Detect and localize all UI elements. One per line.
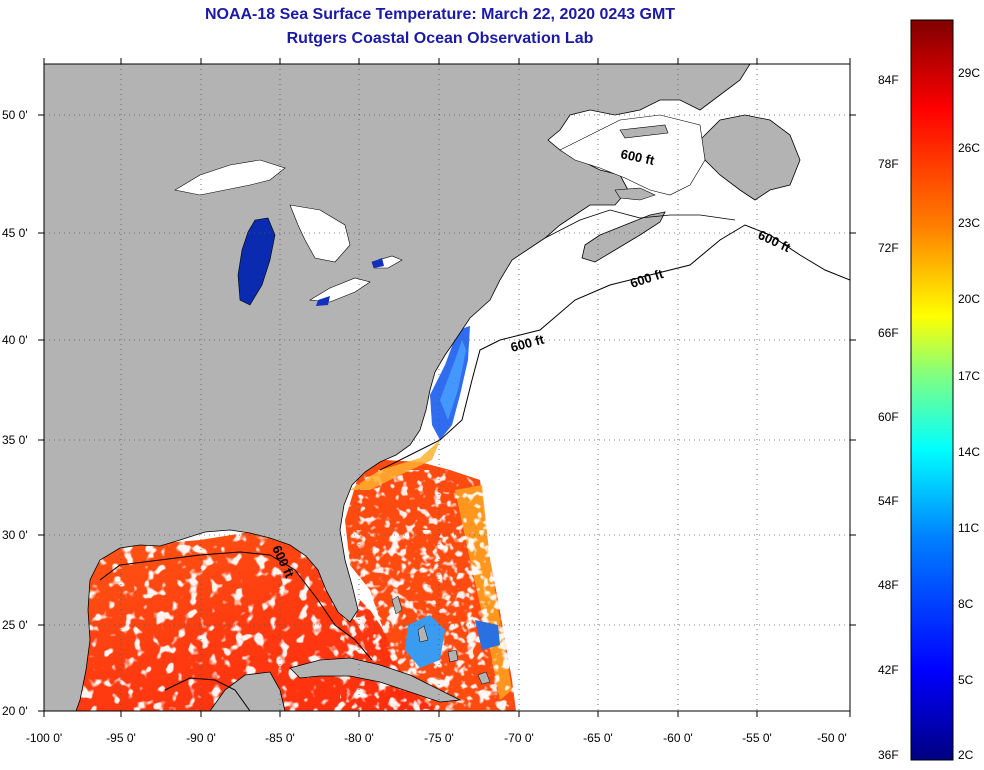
contour-label-gulf-of-st-lawrence: 600 ft: [619, 146, 656, 168]
colorbar-label-c: 17C: [958, 369, 981, 383]
lon-label: -95 0': [106, 731, 136, 745]
colorbar-label-c: 5C: [958, 673, 974, 687]
land-pei: [614, 187, 656, 201]
lon-label: -90 0': [186, 731, 216, 745]
colorbar-label-c: 26C: [958, 141, 981, 155]
lat-label: 50 0': [2, 108, 28, 122]
map-frame: [43, 63, 851, 712]
lon-label: -65 0': [583, 731, 613, 745]
lon-label: -100 0': [25, 731, 63, 745]
map-subtitle: Rutgers Coastal Ocean Observation Lab: [286, 30, 594, 47]
land-cuba: [289, 657, 462, 703]
colorbar-label-c: 8C: [958, 597, 974, 611]
land-yucatan: [209, 671, 286, 711]
colorbar-label-f: 48F: [878, 578, 899, 592]
colorbar-label-c: 20C: [958, 292, 981, 306]
colorbar-label-f: 54F: [878, 494, 899, 508]
axis-ticks: [38, 58, 856, 717]
colorbar-label-f: 42F: [878, 663, 899, 677]
land-nova-scotia: [581, 211, 666, 263]
colorbar-label-c: 2C: [958, 748, 974, 762]
lon-label: -80 0': [344, 731, 374, 745]
lon-label: -75 0': [424, 731, 454, 745]
colorbar-label-f: 78F: [878, 157, 899, 171]
depth-contour-gulf: [99, 551, 373, 711]
land-north-america: [44, 64, 751, 711]
colorbar-label-c: 23C: [958, 216, 981, 230]
lat-label: 40 0': [2, 333, 28, 347]
lon-label: -55 0': [742, 731, 772, 745]
lake-michigan: [237, 217, 276, 306]
colorbar-label-c: 14C: [958, 445, 981, 459]
lat-label: 25 0': [2, 618, 28, 632]
colorbar-label-f: 36F: [878, 748, 899, 762]
colorbar-label-c: 29C: [958, 66, 981, 80]
lon-label: -60 0': [663, 731, 693, 745]
lon-label: -50 0': [817, 731, 847, 745]
lake-superior: [174, 159, 286, 196]
colorbar-label-f: 72F: [878, 241, 899, 255]
colorbar-label-f: 84F: [878, 73, 899, 87]
lat-label: 45 0': [2, 226, 28, 240]
lake-huron: [289, 204, 351, 263]
lat-label: 30 0': [2, 528, 28, 542]
lon-label: -70 0': [504, 731, 534, 745]
depth-contour-atlantic: [379, 224, 850, 471]
map-title: NOAA-18 Sea Surface Temperature: March 2…: [204, 6, 676, 23]
colorbar-label-f: 60F: [878, 410, 899, 424]
lake-erie: [309, 277, 371, 303]
colorbar-label-f: 66F: [878, 326, 899, 340]
lat-label: 35 0': [2, 433, 28, 447]
lat-label: 20 0': [2, 704, 28, 718]
lon-label: -85 0': [265, 731, 295, 745]
gulf-st-lawrence: [559, 114, 706, 196]
colorbar-gradient: [910, 19, 954, 761]
colorbar-label-c: 11C: [958, 521, 980, 535]
